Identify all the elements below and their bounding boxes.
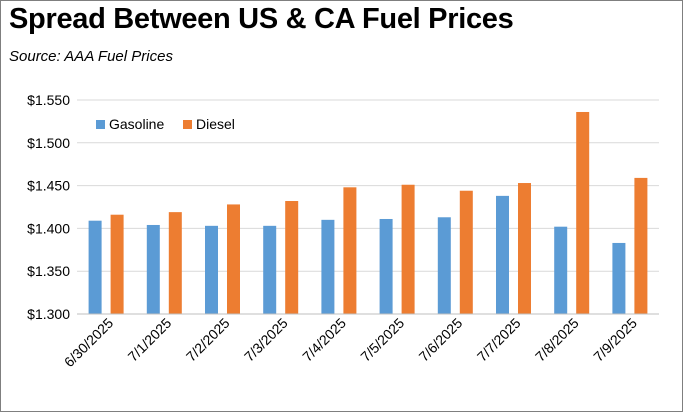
x-tick-label: 7/3/2025 xyxy=(241,315,291,365)
y-axis: $1.550 $1.500 $1.450 $1.400 $1.350 $1.300 xyxy=(27,92,70,322)
y-tick-label: $1.550 xyxy=(27,92,70,108)
bars xyxy=(88,111,648,314)
x-tick-label: 7/5/2025 xyxy=(357,315,407,365)
bar-gasoline xyxy=(496,195,509,314)
bar-gasoline xyxy=(379,218,393,314)
bar-diesel xyxy=(343,187,357,314)
bar-gasoline xyxy=(437,217,451,314)
y-tick-label: $1.450 xyxy=(27,178,70,194)
x-tick-label: 7/8/2025 xyxy=(532,315,582,365)
x-tick-label: 7/1/2025 xyxy=(125,315,175,365)
bar-diesel xyxy=(168,212,182,314)
x-tick-label: 7/2/2025 xyxy=(183,315,233,365)
y-tick-label: $1.300 xyxy=(27,306,70,322)
bar-diesel xyxy=(285,201,299,314)
chart-title: Spread Between US & CA Fuel Prices xyxy=(9,3,514,35)
x-tick-label: 7/7/2025 xyxy=(474,315,524,365)
bar-gasoline xyxy=(612,242,626,314)
bar-diesel xyxy=(459,190,473,314)
legend-label-diesel: Diesel xyxy=(196,116,235,132)
x-tick-label: 6/30/2025 xyxy=(61,315,117,371)
bar-diesel xyxy=(401,184,415,314)
x-axis: 6/30/2025 7/1/2025 7/2/2025 7/3/2025 7/4/202… xyxy=(61,313,659,371)
bar-diesel xyxy=(634,177,648,314)
bar-gasoline xyxy=(321,219,335,314)
x-tick-label: 7/9/2025 xyxy=(590,315,640,365)
bar-diesel xyxy=(110,214,124,314)
bar-diesel xyxy=(518,183,531,314)
legend: Gasoline Diesel xyxy=(96,116,235,132)
x-tick-label: 7/4/2025 xyxy=(299,315,349,365)
bar-gasoline xyxy=(88,220,102,314)
y-tick-label: $1.500 xyxy=(27,135,70,151)
bar-diesel xyxy=(576,111,590,314)
y-tick-label: $1.400 xyxy=(27,220,70,236)
legend-swatch-gasoline xyxy=(96,120,105,129)
bar-gasoline xyxy=(205,225,218,314)
y-tick-label: $1.350 xyxy=(27,263,70,279)
chart-subtitle: Source: AAA Fuel Prices xyxy=(9,48,173,65)
bar-diesel xyxy=(227,204,240,314)
bar-gasoline xyxy=(263,225,277,314)
x-tick-label: 7/6/2025 xyxy=(416,315,466,365)
gridlines xyxy=(77,99,659,315)
legend-swatch-diesel xyxy=(183,120,192,129)
bar-gasoline xyxy=(146,224,160,314)
legend-label-gasoline: Gasoline xyxy=(109,116,164,132)
bar-gasoline xyxy=(554,226,568,314)
